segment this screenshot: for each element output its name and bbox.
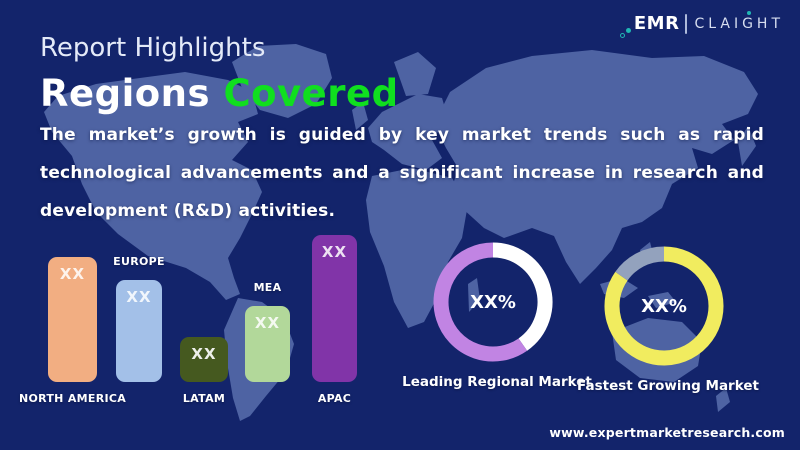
- title-regions: Regions: [40, 72, 211, 115]
- bar-label-mea: MEA: [253, 281, 282, 294]
- title-covered: Covered: [223, 72, 399, 115]
- donut-label-fastest-growing-market: Fastest Growing Market: [577, 378, 759, 394]
- bar-rect: XX: [312, 235, 357, 382]
- bar-europe: XX EUROPE: [113, 255, 165, 382]
- bar-mea: XX MEA: [245, 281, 290, 382]
- donut-main-segment: [604, 246, 724, 366]
- donut-ring: [433, 242, 553, 362]
- donut-leading-regional-market: XX%: [432, 241, 554, 363]
- bar-value: XX: [59, 265, 86, 283]
- bar-value: XX: [321, 243, 348, 261]
- bar-value: XX: [254, 314, 281, 332]
- bar-label-latam: LATAM: [182, 392, 226, 405]
- logo-divider: [685, 13, 688, 34]
- bar-value: XX: [126, 288, 152, 306]
- world-map-landmasses: [44, 44, 758, 421]
- donut-center-value: XX%: [641, 295, 687, 317]
- donut-label-leading-regional-market: Leading Regional Market: [402, 374, 592, 390]
- donut-center-value: XX%: [470, 291, 516, 313]
- donut-fastest-growing-market: XX%: [603, 245, 725, 367]
- bar-label-apac: APAC: [317, 392, 352, 405]
- donut-main-segment: [433, 242, 528, 362]
- emr-claight-logo: EMR CLAIGHT: [619, 10, 784, 38]
- donut-rest-segment: [492, 242, 553, 351]
- intro-paragraph: The market’s growth is guided by key mar…: [40, 125, 764, 221]
- page-title: Regions Covered: [40, 72, 399, 115]
- logo-emr-text: EMR: [619, 13, 680, 38]
- bar-rect: XX: [48, 257, 97, 382]
- bar-rect: XX: [180, 337, 228, 382]
- bar-latam: XX LATAM: [180, 337, 228, 405]
- report-highlights-label: Report Highlights: [40, 33, 266, 63]
- bar-apac: XX APAC: [312, 235, 357, 405]
- logo-teal-ring-icon: [619, 33, 625, 38]
- bar-rect: XX: [116, 280, 162, 382]
- bar-label-europe: EUROPE: [113, 255, 165, 268]
- bar-rect: XX: [245, 306, 290, 382]
- bar-label-north-america: NORTH AMERICA: [18, 392, 127, 405]
- logo-i-dot-icon: [747, 10, 752, 15]
- logo-teal-dot-icon: [625, 28, 631, 33]
- donut-rest-segment: [615, 246, 665, 281]
- website-link[interactable]: www.expertmarketresearch.com: [549, 425, 785, 440]
- bar-value: XX: [191, 345, 217, 363]
- bar-north-america: XX NORTH AMERICA: [19, 257, 126, 405]
- donut-ring: [604, 246, 724, 366]
- logo-claight-text: CLAIGHT: [694, 10, 784, 32]
